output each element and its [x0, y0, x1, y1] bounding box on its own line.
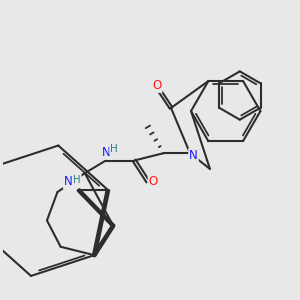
Text: N: N — [64, 175, 73, 188]
Text: H: H — [73, 175, 81, 185]
Text: N: N — [189, 149, 198, 162]
Text: O: O — [148, 175, 158, 188]
Text: N: N — [101, 146, 110, 159]
Text: H: H — [110, 144, 118, 154]
Text: O: O — [152, 79, 162, 92]
